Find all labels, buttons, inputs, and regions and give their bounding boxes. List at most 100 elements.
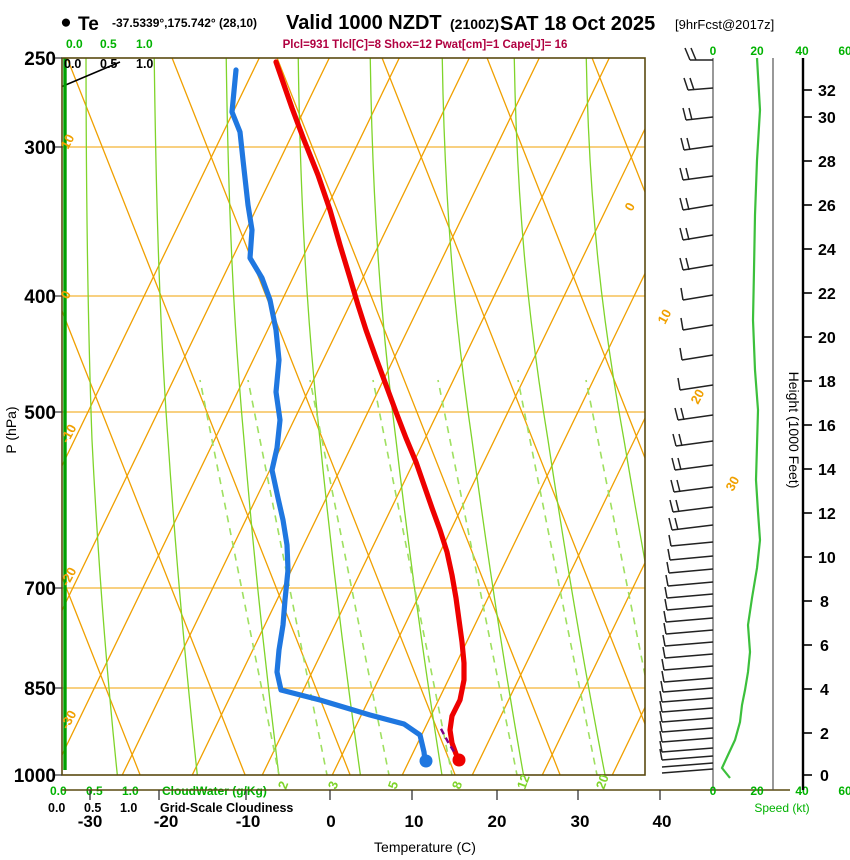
top-scale-cloudiness: 0.0 0.5 1.0 [64, 57, 153, 71]
wind-barb [679, 197, 714, 211]
svg-text:20: 20 [687, 387, 707, 407]
wind-barb [668, 517, 714, 531]
wind-barb [665, 574, 714, 587]
height-tick: 16 [818, 418, 836, 435]
wind-barb [663, 622, 714, 635]
wind-barb [659, 748, 714, 761]
wind-barb [683, 77, 714, 91]
speed-axis-label: Speed (kt) [754, 801, 809, 815]
height-tick: 2 [820, 726, 829, 743]
wind-barb [660, 680, 714, 693]
wind-barb [679, 347, 714, 361]
height-tick: 14 [818, 462, 836, 479]
wind-barb [680, 317, 714, 331]
temperature-tick: 10 [405, 812, 424, 831]
temperature-curve [273, 59, 467, 763]
pressure-tick: 850 [24, 679, 56, 700]
bottom-scale-cloudwater: 0.0 0.5 1.0 CloudWater (g/Kg) [50, 784, 267, 798]
sounding-parameters: Plcl=931 Tlcl[C]=8 Shox=12 Pwat[cm]=1 Ca… [283, 39, 568, 51]
wind-barb [674, 407, 714, 421]
height-tick: 18 [818, 374, 836, 391]
speed-tick: 60 [838, 44, 850, 58]
height-tick: 10 [818, 550, 836, 567]
svg-text:30: 30 [722, 474, 742, 494]
height-tick: 28 [818, 154, 836, 171]
isotherm-lines [62, 58, 645, 775]
wind-barb [684, 47, 713, 61]
header: ● Te -37.5339°,175.742° (28,10) Valid 10… [60, 12, 774, 51]
pressure-axis: 250 300 400 500 700 850 1000 P (hPa) [3, 49, 62, 787]
wind-barb [679, 257, 714, 271]
cloudwater-legend-label: CloudWater (g/Kg) [162, 784, 267, 798]
speed-tick: 20 [750, 44, 764, 58]
cloudiness-tick: 1.0 [120, 801, 137, 815]
station-label: Te [78, 14, 99, 35]
temperature-tick: 20 [488, 812, 507, 831]
speed-scale-bottom: 0 20 40 60 [710, 784, 850, 798]
cloudwater-tick: 1.0 [136, 37, 153, 51]
svg-text:20: 20 [593, 772, 612, 791]
pressure-tick: 1000 [14, 766, 56, 787]
height-tick: 8 [820, 594, 829, 611]
pressure-axis-label: P (hPa) [3, 406, 19, 453]
wind-barb [659, 700, 714, 713]
height-tick: 4 [820, 682, 829, 699]
temperature-tick: -20 [154, 812, 179, 831]
plot-frame [61, 57, 646, 776]
wind-barb [667, 548, 714, 561]
valid-date: SAT 18 Oct 2025 [500, 13, 655, 35]
temperature-axis: -30 -20 -10 0 10 20 30 40 Temperature (C… [62, 789, 790, 855]
svg-text:12: 12 [514, 772, 533, 791]
cloudwater-tick: 0.0 [50, 784, 67, 798]
wind-barb [662, 634, 714, 647]
pressure-tick: 250 [24, 49, 56, 70]
svg-text:5: 5 [385, 779, 402, 791]
station-coords: -37.5339°,175.742° (28,10) [112, 16, 257, 30]
wind-barb [659, 730, 714, 743]
height-tick: 30 [818, 110, 836, 127]
temperature-tick: -10 [236, 812, 261, 831]
pressure-tick: 500 [24, 403, 56, 424]
pressure-tick: 400 [24, 287, 56, 308]
speed-tick: 20 [750, 784, 764, 798]
height-tick: 6 [820, 638, 829, 655]
height-tick: 12 [818, 506, 836, 523]
wind-barb [670, 479, 714, 493]
svg-text:2: 2 [275, 779, 292, 791]
dewpoint-curve [229, 67, 428, 764]
height-tick: 20 [818, 330, 836, 347]
speed-tick: 40 [795, 44, 809, 58]
pressure-tick: 300 [24, 138, 56, 159]
wind-barb [661, 762, 714, 768]
wind-barb [671, 457, 714, 471]
station-marker-icon: ● [60, 12, 71, 33]
wind-barb [661, 658, 714, 671]
cloudiness-tick: 0.0 [64, 57, 81, 71]
parcel-path [438, 726, 461, 761]
temperature-tick: -30 [78, 812, 103, 831]
wind-barb [659, 740, 714, 753]
dry-adiabat-lines [62, 58, 645, 775]
height-axis: 0 2 4 6 8 10 12 14 16 18 20 22 24 26 28 … [786, 58, 836, 790]
cloudwater-tick: 0.0 [66, 37, 83, 51]
wind-barb [659, 720, 714, 733]
height-tick: 26 [818, 198, 836, 215]
speed-tick: 60 [838, 784, 850, 798]
wind-barb [663, 610, 714, 623]
speed-tick: 0 [710, 44, 717, 58]
height-axis-label: Height (1000 Feet) [786, 372, 802, 489]
cloudiness-tick: 0.5 [84, 801, 101, 815]
pressure-tick: 700 [24, 579, 56, 600]
wind-barb [664, 598, 714, 611]
temperature-surface-marker [452, 753, 466, 767]
cloudiness-legend-label: Grid-Scale Cloudiness [160, 801, 293, 815]
cloudiness-tick: 1.0 [136, 57, 153, 71]
wind-barb [668, 534, 714, 547]
temperature-tick: 30 [571, 812, 590, 831]
speed-scale-top: 0 20 40 60 [710, 44, 850, 58]
svg-text:10: 10 [654, 307, 674, 327]
dewpoint-surface-marker [419, 754, 433, 768]
wind-barb [666, 561, 714, 574]
valid-time-zulu: (2100Z) [450, 16, 499, 32]
